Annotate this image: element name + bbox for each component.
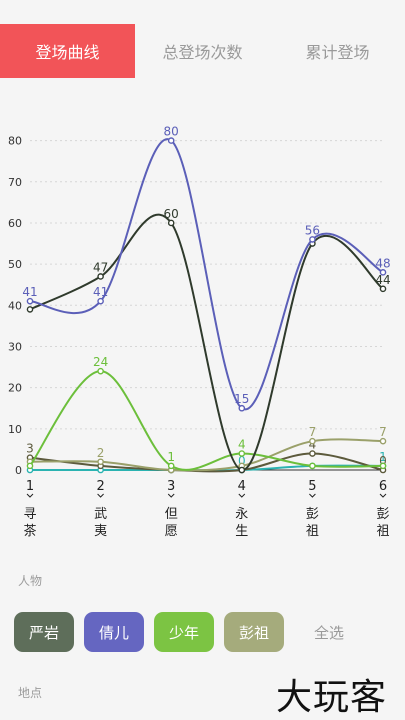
y-tick-label: 0 xyxy=(15,464,22,477)
watermark-logo: 大玩客 xyxy=(276,677,388,718)
data-point xyxy=(309,236,316,243)
x-category-label: 彭 xyxy=(306,507,319,522)
people-filter-chips: 严岩 倩儿 少年 彭祖 全选 xyxy=(14,612,374,652)
x-category-label: 彭 xyxy=(376,507,389,522)
data-label: 0 xyxy=(379,454,387,468)
x-tick-chevron xyxy=(26,493,34,498)
series-line xyxy=(29,438,384,472)
x-category-label: 祖 xyxy=(376,524,389,539)
series-line xyxy=(29,138,384,411)
tab-total-appearances[interactable]: 总登场次数 xyxy=(162,43,243,62)
chip-yanyan[interactable]: 严岩 xyxy=(14,612,74,652)
data-point xyxy=(379,437,387,445)
y-tick-label: 50 xyxy=(8,258,22,271)
chip-shaonian[interactable]: 少年 xyxy=(154,612,214,652)
data-label: 41 xyxy=(22,285,37,299)
data-label: 3 xyxy=(26,442,34,456)
y-tick-label: 60 xyxy=(8,217,22,230)
data-label: 1 xyxy=(379,450,387,464)
data-point xyxy=(26,306,34,313)
data-point xyxy=(97,297,104,305)
data-point xyxy=(167,219,175,227)
x-tick-chevron xyxy=(309,493,316,498)
chip-pengzu[interactable]: 彭祖 xyxy=(224,612,284,652)
data-label: 80 xyxy=(164,125,179,139)
data-label: 41 xyxy=(93,285,108,299)
data-label: 4 xyxy=(238,438,246,452)
x-category-label: 武 xyxy=(94,507,107,522)
y-tick-label: 80 xyxy=(8,135,22,148)
x-category-label: 但 xyxy=(165,507,178,522)
data-label: 1 xyxy=(167,450,175,464)
data-point xyxy=(309,462,316,470)
x-tick-chevron xyxy=(167,493,175,498)
x-tick-number: 6 xyxy=(379,479,387,494)
data-label: 56 xyxy=(305,223,320,237)
tab-appearance-curve[interactable]: 登场曲线 xyxy=(0,24,135,78)
x-tick-number: 2 xyxy=(96,479,104,494)
data-point xyxy=(97,367,104,375)
data-point xyxy=(97,273,104,280)
data-label: 7 xyxy=(379,425,387,439)
y-tick-label: 70 xyxy=(8,176,22,189)
data-label: 44 xyxy=(375,273,390,287)
places-section-label: 地点 xyxy=(18,686,43,700)
tab-bar: 登场曲线 总登场次数 累计登场 xyxy=(0,24,405,78)
chip-select-all[interactable]: 全选 xyxy=(313,623,344,642)
x-category-label: 永 xyxy=(235,507,248,522)
y-tick-label: 10 xyxy=(8,423,22,436)
data-label: 15 xyxy=(234,392,249,406)
x-category-label: 祖 xyxy=(306,524,319,539)
data-point xyxy=(309,437,316,445)
chip-qianer[interactable]: 倩儿 xyxy=(84,612,144,652)
data-point xyxy=(238,450,246,457)
data-label: 2 xyxy=(97,446,105,460)
x-category-label: 寻 xyxy=(23,507,36,522)
x-tick-chevron xyxy=(97,493,104,498)
data-point xyxy=(167,137,175,144)
x-tick-chevron xyxy=(238,493,246,498)
data-point xyxy=(379,285,387,293)
x-category-label: 愿 xyxy=(165,524,178,539)
x-tick-number: 5 xyxy=(308,479,316,494)
data-label: 4 xyxy=(309,438,317,452)
data-point xyxy=(238,466,246,474)
data-point xyxy=(379,269,387,276)
x-category-label: 茶 xyxy=(23,523,36,539)
data-label: 0 xyxy=(238,454,246,468)
data-label: 60 xyxy=(164,207,179,221)
data-point xyxy=(167,462,175,470)
data-label: 24 xyxy=(93,355,108,369)
x-tick-number: 4 xyxy=(238,479,246,494)
x-tick-chevron xyxy=(379,493,387,498)
y-tick-label: 30 xyxy=(8,340,22,353)
data-label: 47 xyxy=(93,260,108,274)
data-point xyxy=(379,462,387,470)
x-tick-number: 3 xyxy=(167,479,175,494)
series-line xyxy=(29,213,384,472)
data-label: 7 xyxy=(309,425,317,439)
data-point xyxy=(97,458,104,466)
data-point xyxy=(26,297,34,305)
y-tick-label: 20 xyxy=(8,382,22,395)
people-section-label: 人物 xyxy=(18,574,43,588)
x-category-label: 生 xyxy=(235,524,248,539)
data-point xyxy=(238,404,246,412)
data-label: 48 xyxy=(375,256,390,270)
y-tick-label: 40 xyxy=(8,299,22,312)
x-category-label: 夷 xyxy=(94,523,107,539)
x-tick-number: 1 xyxy=(26,479,34,494)
data-point xyxy=(309,450,316,457)
series-line xyxy=(29,452,384,473)
data-point xyxy=(26,462,34,470)
tab-cumulative-appearances[interactable]: 累计登场 xyxy=(305,43,370,62)
